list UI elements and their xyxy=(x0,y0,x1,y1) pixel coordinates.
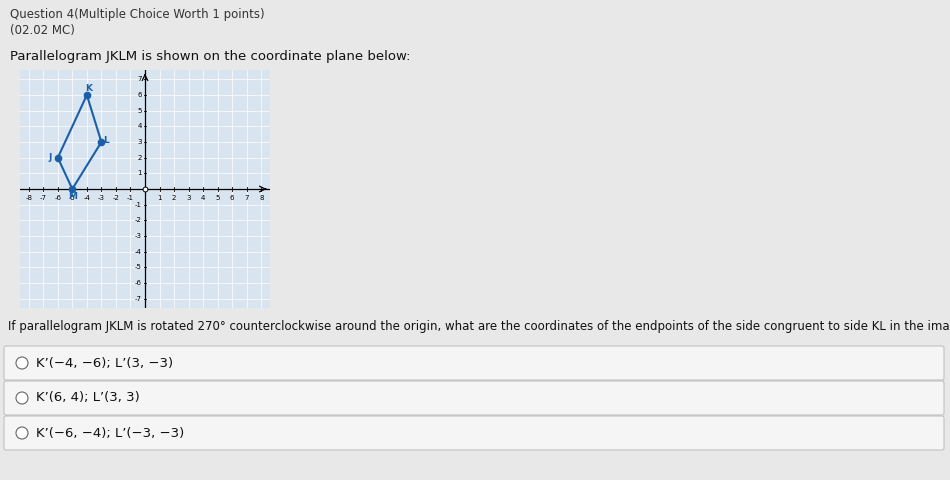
Text: -2: -2 xyxy=(135,217,142,223)
FancyBboxPatch shape xyxy=(4,346,944,380)
Text: J: J xyxy=(48,153,52,162)
Text: (02.02 MC): (02.02 MC) xyxy=(10,24,75,37)
Text: If parallelogram JKLM is rotated 270° counterclockwise around the origin, what a: If parallelogram JKLM is rotated 270° co… xyxy=(8,320,950,333)
Text: 7: 7 xyxy=(244,195,249,201)
Text: 7: 7 xyxy=(138,76,142,83)
Circle shape xyxy=(16,357,28,369)
Text: 3: 3 xyxy=(186,195,191,201)
Text: -1: -1 xyxy=(135,202,142,208)
Text: K: K xyxy=(85,84,92,93)
Text: Parallelogram JKLM is shown on the coordinate plane below:: Parallelogram JKLM is shown on the coord… xyxy=(10,50,410,63)
Text: -7: -7 xyxy=(135,296,142,301)
Text: K’(−4, −6); L’(3, −3): K’(−4, −6); L’(3, −3) xyxy=(36,357,173,370)
Text: -3: -3 xyxy=(135,233,142,239)
Text: -4: -4 xyxy=(135,249,142,254)
Text: 4: 4 xyxy=(201,195,205,201)
Text: M: M xyxy=(67,192,77,201)
Text: -2: -2 xyxy=(112,195,120,201)
Text: -1: -1 xyxy=(127,195,134,201)
Text: -5: -5 xyxy=(69,195,76,201)
Text: 5: 5 xyxy=(138,108,142,114)
Text: 5: 5 xyxy=(216,195,219,201)
Text: K’(−6, −4); L’(−3, −3): K’(−6, −4); L’(−3, −3) xyxy=(36,427,184,440)
Text: Question 4(Multiple Choice Worth 1 points): Question 4(Multiple Choice Worth 1 point… xyxy=(10,8,265,21)
Text: 6: 6 xyxy=(230,195,235,201)
Text: -6: -6 xyxy=(135,280,142,286)
FancyBboxPatch shape xyxy=(4,381,944,415)
Text: 2: 2 xyxy=(172,195,177,201)
Text: 1: 1 xyxy=(138,170,142,176)
Text: -7: -7 xyxy=(40,195,47,201)
Circle shape xyxy=(16,427,28,439)
Text: -3: -3 xyxy=(98,195,104,201)
Circle shape xyxy=(16,392,28,404)
Text: -8: -8 xyxy=(26,195,32,201)
Text: 6: 6 xyxy=(138,92,142,98)
Text: 2: 2 xyxy=(138,155,142,161)
Text: -5: -5 xyxy=(135,264,142,270)
FancyBboxPatch shape xyxy=(4,416,944,450)
Text: -6: -6 xyxy=(54,195,62,201)
Text: 8: 8 xyxy=(259,195,263,201)
Text: 4: 4 xyxy=(138,123,142,130)
Text: K’(6, 4); L’(3, 3): K’(6, 4); L’(3, 3) xyxy=(36,392,140,405)
Text: -4: -4 xyxy=(84,195,90,201)
Text: 1: 1 xyxy=(158,195,162,201)
Text: 3: 3 xyxy=(138,139,142,145)
Text: L: L xyxy=(104,136,109,145)
